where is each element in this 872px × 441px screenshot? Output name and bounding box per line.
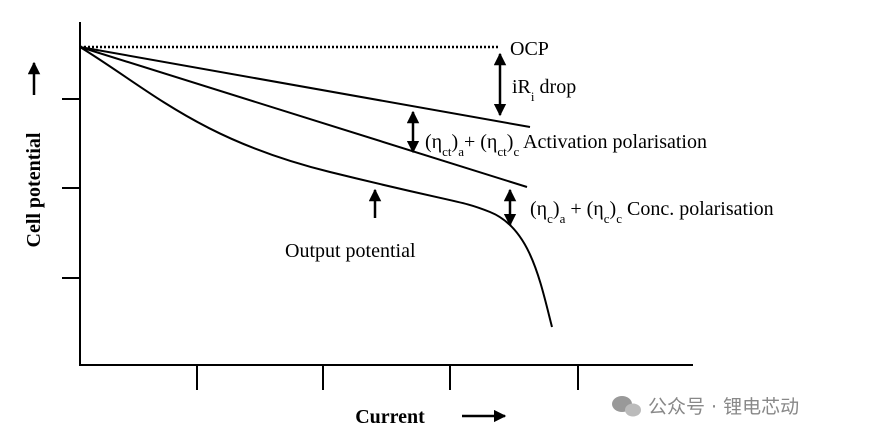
x-axis-label: Current [355,406,425,428]
conc-label: (ηc)a + (ηc)c Conc. polarisation [530,198,774,226]
activation-line [79,46,528,188]
activation-label: (ηct)a+ (ηct)c Activation polarisation [425,131,707,159]
axis-lines [79,22,693,366]
y-ticks [62,98,80,279]
x-ticks [196,365,579,390]
output-label: Output potential [285,240,416,262]
arrows [27,52,517,423]
ocp-label: OCP [510,38,549,60]
y-axis-label: Cell potential [23,132,45,247]
output-curve [79,46,553,328]
watermark-icon [625,403,641,417]
ir-label: iRi drop [512,76,576,104]
ir-line [79,46,531,128]
axes [62,22,693,390]
watermark-text: 公众号 · 锂电芯动 [648,396,799,418]
watermark: 公众号 · 锂电芯动 [612,396,799,418]
